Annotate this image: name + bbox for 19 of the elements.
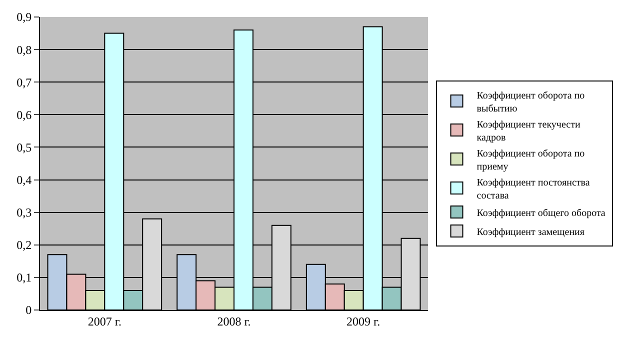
y-tick-label: 0,7 [16, 75, 32, 90]
y-tick-label: 0,4 [16, 172, 32, 187]
y-tick-label: 0,6 [16, 108, 32, 122]
legend-label: Коэффициент текучести кадров [476, 119, 581, 144]
legend-label: Коэффициент постоянства состава [476, 177, 590, 202]
legend-label: Коэффициент оборота по выбытию [476, 90, 585, 114]
y-tick-label: 0,3 [16, 206, 32, 220]
x-tick-label: 2008 г. [217, 314, 251, 328]
y-tick-label: 0,8 [16, 42, 32, 57]
y-tick-label: 0,2 [16, 238, 32, 252]
y-tick-label: 0,5 [16, 140, 32, 154]
x-tick-label: 2007 г. [88, 314, 122, 328]
legend-label: Коэффициент общего оборота [476, 208, 606, 219]
y-tick-label: 0,9 [16, 10, 32, 24]
y-tick-label: 0,1 [16, 270, 32, 285]
x-tick-label: 2009 г. [346, 314, 380, 328]
legend-label: Коэффициент оборота по приему [476, 148, 585, 172]
y-tick-label: 0 [26, 303, 32, 318]
legend-label: Коэффициент замещения [476, 226, 585, 238]
